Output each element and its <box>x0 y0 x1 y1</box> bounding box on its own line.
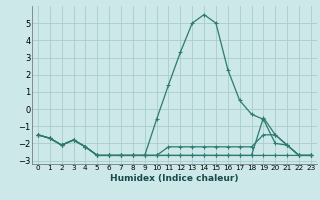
X-axis label: Humidex (Indice chaleur): Humidex (Indice chaleur) <box>110 174 239 183</box>
